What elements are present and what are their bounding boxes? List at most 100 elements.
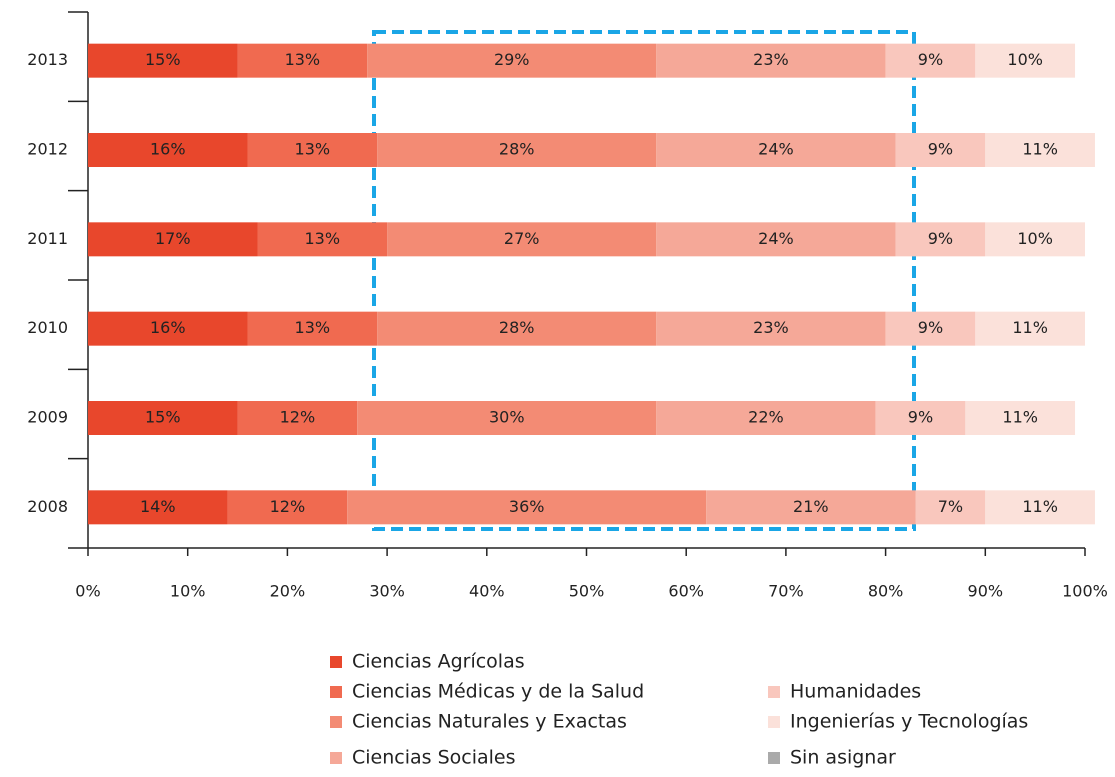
bar-segment <box>965 401 1076 435</box>
x-tick-label: 30% <box>369 582 405 601</box>
data-label: 10% <box>1007 50 1043 69</box>
x-tick-label: 60% <box>668 582 704 601</box>
data-label: 13% <box>295 318 331 337</box>
bar-segment <box>985 222 1085 257</box>
data-label: 16% <box>150 318 186 337</box>
legend-swatch <box>330 656 342 668</box>
data-label: 13% <box>295 140 331 159</box>
x-tick-label: 50% <box>569 582 605 601</box>
bar-segment <box>656 311 886 346</box>
x-tick-label: 90% <box>968 582 1004 601</box>
bar-segment <box>357 401 657 435</box>
bar-segment <box>247 133 378 167</box>
bar-segment <box>985 490 1095 525</box>
bar-segment <box>975 311 1085 346</box>
legend-label: Ciencias Sociales <box>352 747 516 769</box>
data-label: 28% <box>499 318 535 337</box>
bar-segment <box>985 133 1095 167</box>
legend-label: Humanidades <box>790 681 921 703</box>
data-label: 15% <box>145 408 181 427</box>
bar-segment <box>706 490 916 525</box>
data-label: 21% <box>793 497 829 516</box>
data-label: 16% <box>150 140 186 159</box>
bar-segment <box>895 222 986 257</box>
bar-segment <box>88 401 238 435</box>
legend-label: Ciencias Agrícolas <box>352 651 525 673</box>
bar-segment <box>656 43 886 78</box>
x-tick-label: 20% <box>270 582 306 601</box>
bar-segment <box>895 133 986 167</box>
bar-segment <box>367 43 657 78</box>
data-label: 23% <box>753 50 789 69</box>
legend-swatch <box>768 716 780 728</box>
legend-label: Ciencias Naturales y Exactas <box>352 711 627 733</box>
bar-segment <box>377 311 657 346</box>
bar-segment <box>885 43 976 78</box>
data-label: 11% <box>1002 408 1038 427</box>
legend-swatch <box>768 686 780 698</box>
bar-segment <box>656 401 876 435</box>
x-tick-label: 100% <box>1062 582 1108 601</box>
data-label: 14% <box>140 497 176 516</box>
bar-segment <box>915 490 986 525</box>
legend-swatch <box>768 752 780 764</box>
x-tick-label: 40% <box>469 582 505 601</box>
data-label: 17% <box>155 229 191 248</box>
bar-segment <box>885 311 976 346</box>
legend-swatch <box>330 686 342 698</box>
data-label: 24% <box>758 229 794 248</box>
data-label: 11% <box>1022 140 1058 159</box>
data-label: 15% <box>145 50 181 69</box>
data-label: 11% <box>1012 318 1048 337</box>
highlight-box <box>372 30 916 531</box>
x-tick-label: 10% <box>170 582 206 601</box>
data-label: 36% <box>509 497 545 516</box>
x-tick-label: 0% <box>75 582 100 601</box>
data-label: 9% <box>928 140 953 159</box>
data-label: 9% <box>928 229 953 248</box>
data-label: 9% <box>908 408 933 427</box>
data-label: 28% <box>499 140 535 159</box>
legend-label: Sin asignar <box>790 747 896 769</box>
bar-segment <box>656 133 896 167</box>
bar-segment <box>88 311 248 346</box>
data-label: 23% <box>753 318 789 337</box>
bar-segment <box>88 222 258 257</box>
bar-segment <box>875 401 966 435</box>
data-label: 27% <box>504 229 540 248</box>
data-label: 10% <box>1017 229 1053 248</box>
bar-segment <box>237 401 358 435</box>
legend-label: Ciencias Médicas y de la Salud <box>352 681 644 703</box>
bar-segment <box>247 311 378 346</box>
y-tick-label: 2013 <box>27 50 68 69</box>
bar-segment <box>237 43 368 78</box>
bar-segment <box>387 222 657 257</box>
bar-segment <box>227 490 348 525</box>
y-tick-label: 2009 <box>27 408 68 427</box>
bar-segment <box>975 43 1076 78</box>
data-label: 7% <box>938 497 963 516</box>
bar-segment <box>656 222 896 257</box>
bar-segment <box>347 490 707 525</box>
legend-swatch <box>330 752 342 764</box>
y-tick-label: 2011 <box>27 229 68 248</box>
bar-segment <box>257 222 388 257</box>
data-label: 13% <box>305 229 341 248</box>
data-label: 30% <box>489 408 525 427</box>
y-tick-label: 2012 <box>27 140 68 159</box>
bar-segment <box>88 43 238 78</box>
data-label: 9% <box>918 50 943 69</box>
bar-segment <box>88 490 228 525</box>
data-label: 11% <box>1022 497 1058 516</box>
legend-swatch <box>330 716 342 728</box>
data-label: 22% <box>748 408 784 427</box>
data-label: 12% <box>280 408 316 427</box>
y-tick-label: 2008 <box>27 497 68 516</box>
data-label: 13% <box>285 50 321 69</box>
x-tick-label: 70% <box>768 582 804 601</box>
legend-label: Ingenierías y Tecnologías <box>790 711 1028 733</box>
data-label: 9% <box>918 318 943 337</box>
bar-segment <box>88 133 248 167</box>
data-label: 29% <box>494 50 530 69</box>
